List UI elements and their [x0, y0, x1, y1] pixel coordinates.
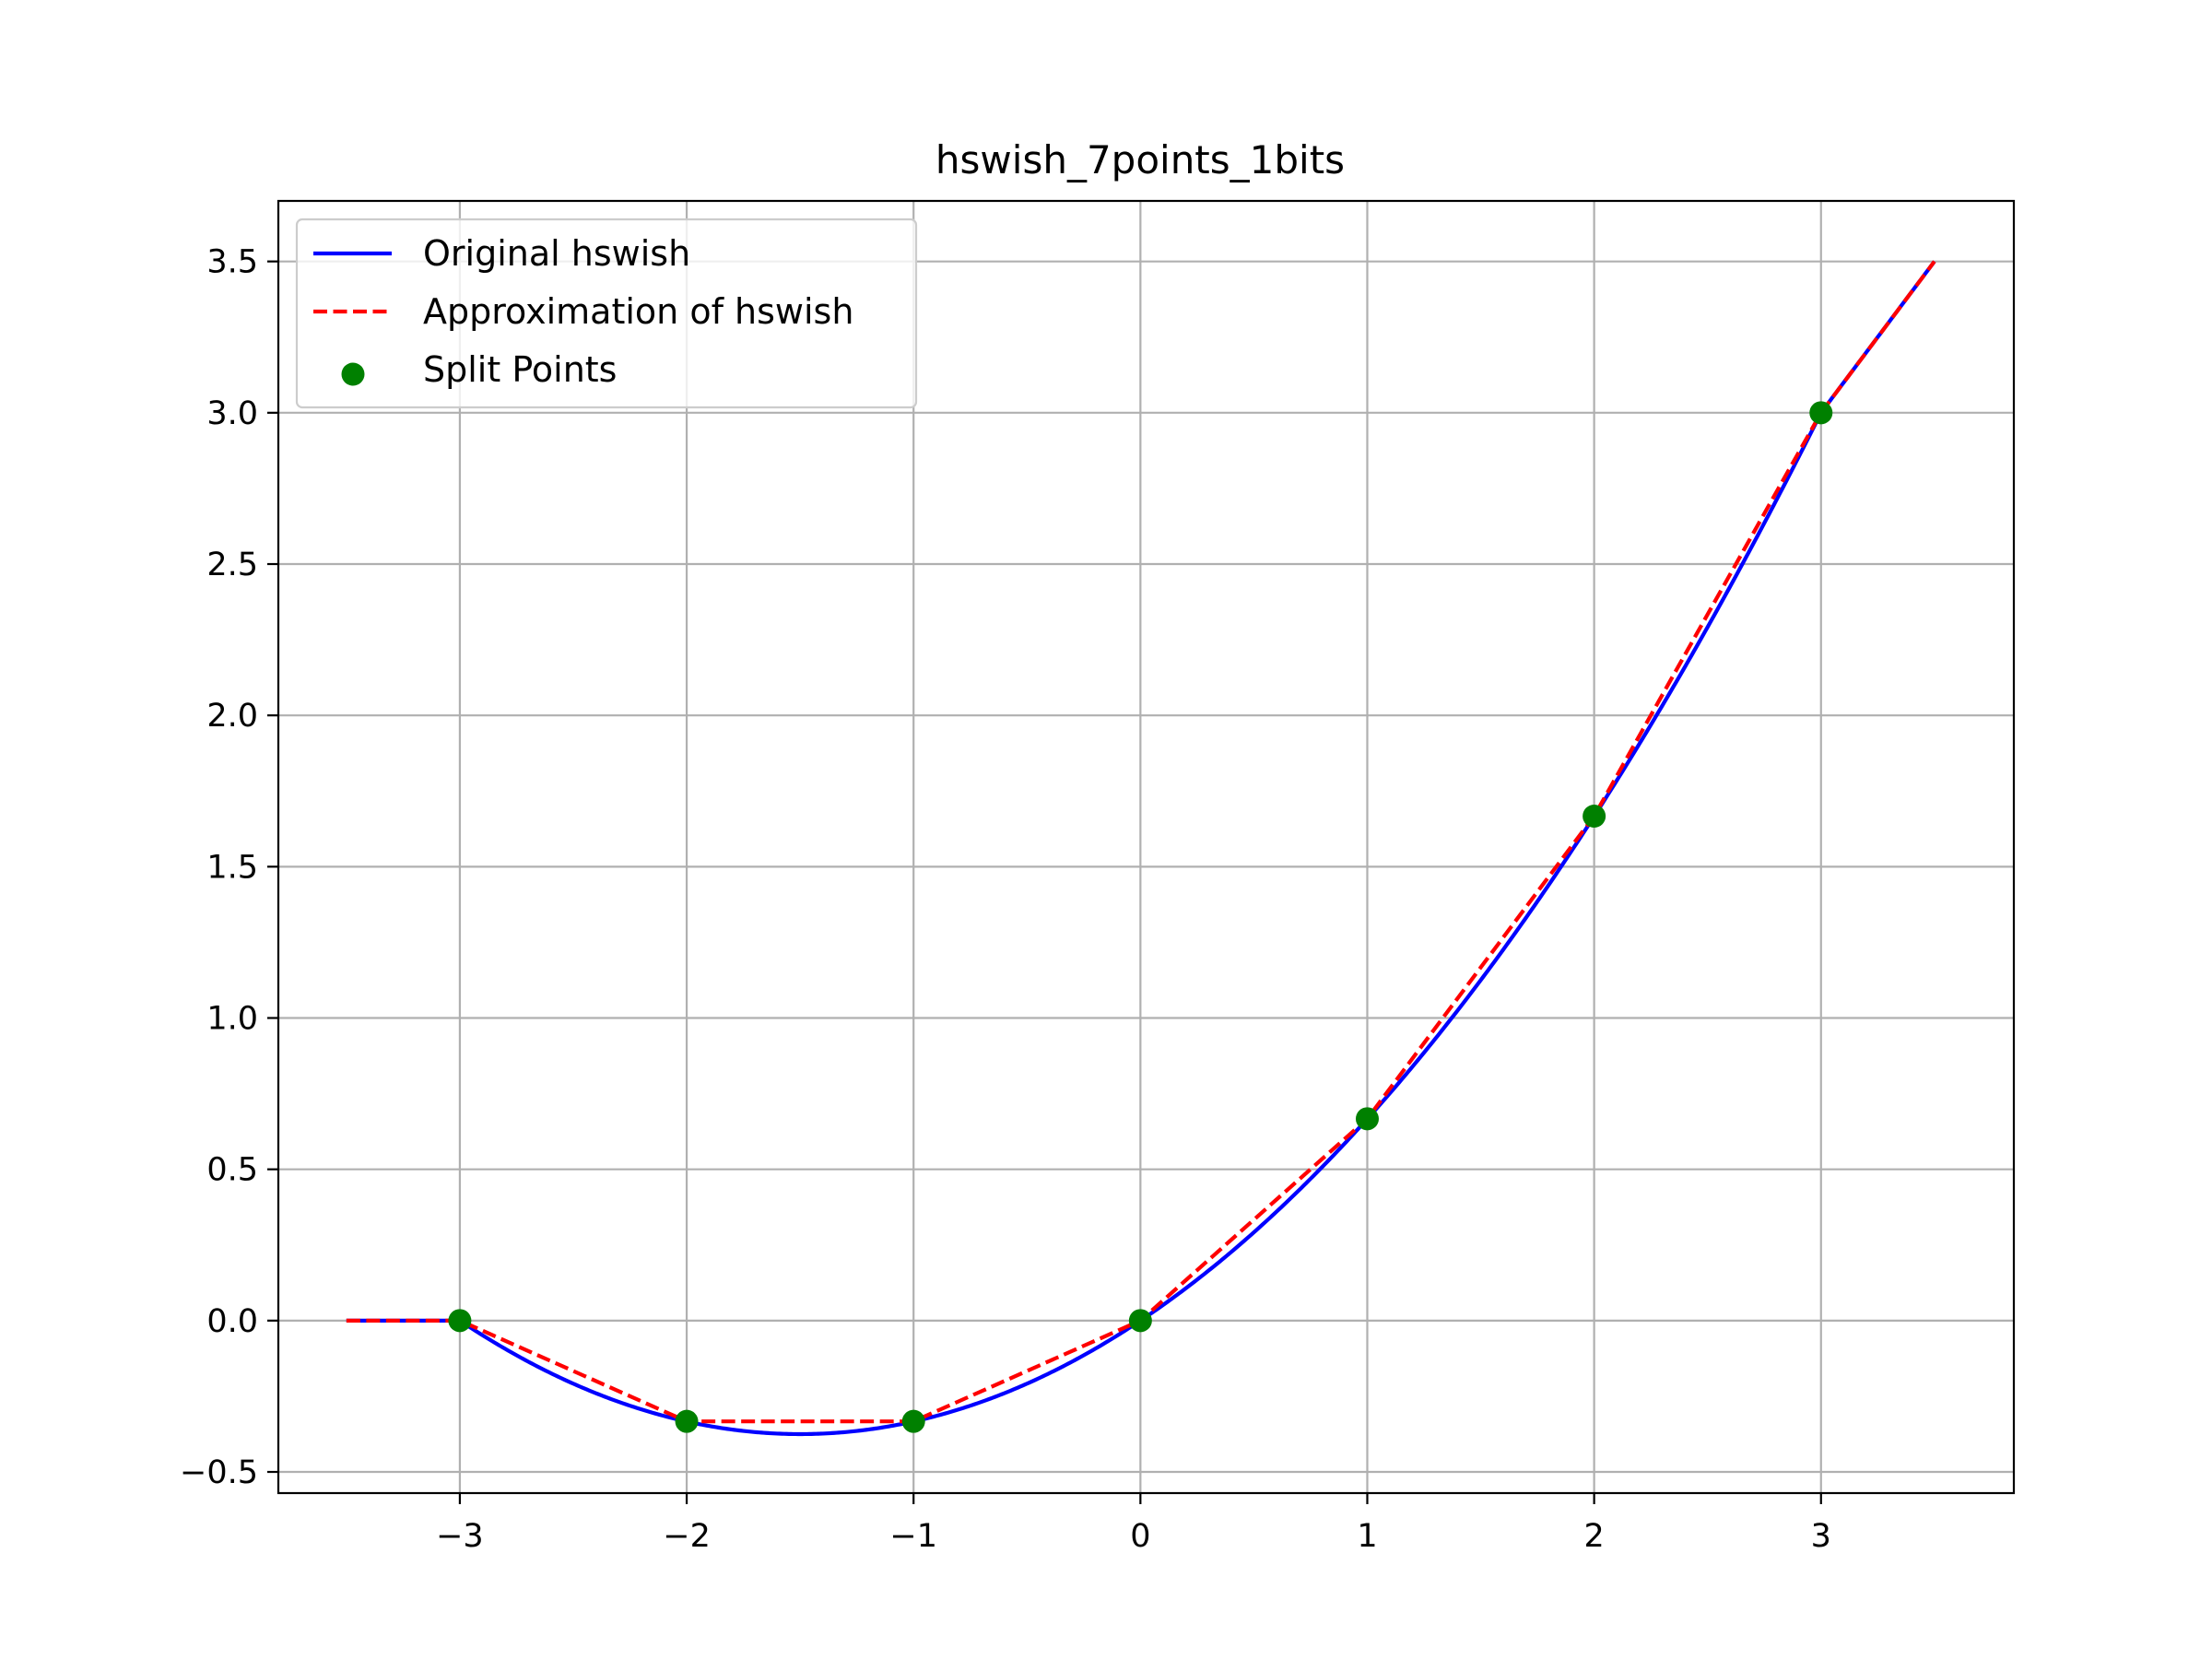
x-tick-label: −3 — [436, 1518, 484, 1555]
split-point — [675, 1409, 699, 1433]
x-tick-label: 3 — [1811, 1518, 1831, 1555]
plot-area — [346, 260, 1936, 1437]
x-tick-label: 0 — [1130, 1518, 1150, 1555]
y-tick-label: 3.5 — [206, 244, 258, 281]
y-tick-label: 1.5 — [206, 849, 258, 886]
split-point — [448, 1309, 472, 1333]
legend-box — [295, 218, 918, 409]
y-tick-label: 0.0 — [206, 1303, 258, 1340]
y-tick-label: 2.5 — [206, 547, 258, 583]
y-tick-label: 1.0 — [206, 1001, 258, 1038]
y-tick-label: 0.5 — [206, 1152, 258, 1189]
legend-label: Approximation of hswish — [423, 291, 853, 332]
grid-lines — [278, 201, 2014, 1493]
y-tick-label: 2.0 — [206, 698, 258, 735]
x-tick-label: 2 — [1583, 1518, 1604, 1555]
x-tick-label: 1 — [1357, 1518, 1377, 1555]
axis-ticks: −3 −2 −1 0 1 2 3 −0.5 0.0 0.5 1.0 1.5 2.0 2.5 3.0 3.5 — [180, 244, 1831, 1555]
x-tick-label: −1 — [889, 1518, 937, 1555]
legend-label: Original hswish — [423, 233, 690, 274]
legend-marker-split-points — [341, 362, 365, 386]
legend: Original hswish Approximation of hswish Sp… — [295, 218, 918, 409]
legend-label: Split Points — [423, 349, 617, 390]
x-tick-label: −2 — [663, 1518, 711, 1555]
y-tick-label: −0.5 — [180, 1454, 258, 1491]
chart-title: hswish_7points_1bits — [935, 137, 1345, 182]
split-point — [1128, 1309, 1152, 1333]
split-point — [1583, 805, 1606, 829]
split-point — [1355, 1107, 1379, 1131]
split-point — [1809, 401, 1833, 425]
y-tick-label: 3.0 — [206, 395, 258, 432]
axes-frame — [276, 199, 2016, 1495]
split-point — [901, 1409, 925, 1433]
